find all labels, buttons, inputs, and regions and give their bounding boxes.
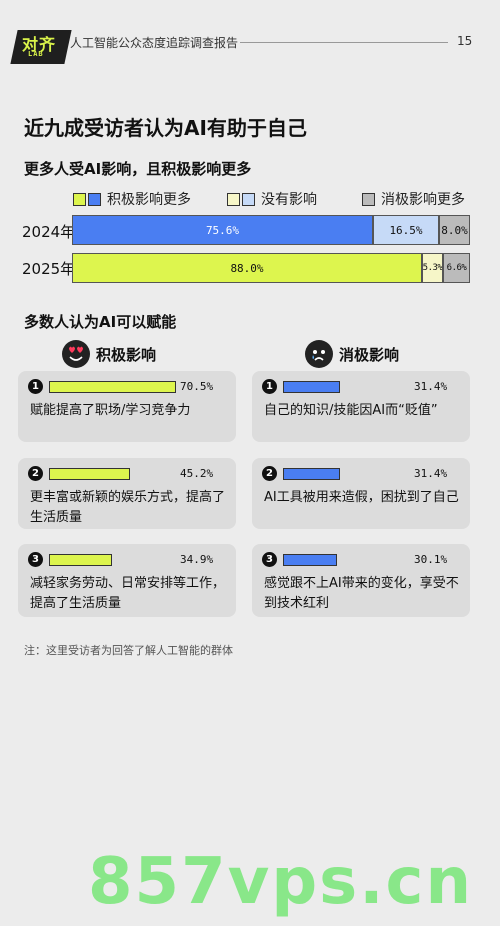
bar-segment-pos: 75.6%	[72, 215, 373, 245]
item-label: AI工具被用来造假，困扰到了自己	[264, 490, 459, 505]
legend-label: 消极影响更多	[381, 192, 465, 208]
rank-badge: 3	[28, 552, 43, 567]
header-divider	[240, 42, 448, 43]
value-label: 30.1%	[414, 553, 448, 566]
data-label: 75.6%	[205, 223, 240, 237]
category-label-2025: 2025年	[22, 260, 76, 278]
page-title: 近九成受访者认为AI有助于自己	[24, 116, 307, 140]
value-bar	[49, 554, 112, 566]
report-title: 人工智能公众态度追踪调查报告	[70, 36, 239, 50]
bar-segment-neg: 6.6%	[443, 253, 470, 283]
legend-item-negative: 消极影响更多	[362, 190, 465, 208]
negative-card-1: 1 31.4% 自己的知识/技能因AI而“贬值”	[252, 371, 470, 442]
bar-segment-none: 5.3%	[422, 253, 443, 283]
heart-eyes-emoji-icon	[62, 340, 90, 368]
bar-row-2024: 75.6% 16.5% 8.0%	[72, 215, 470, 245]
legend-label: 没有影响	[261, 192, 317, 208]
rank-badge: 1	[28, 379, 43, 394]
data-label: 16.5%	[389, 223, 423, 237]
legend-item-none: 没有影响	[227, 190, 317, 208]
data-label: 88.0%	[230, 261, 264, 275]
value-bar	[49, 468, 130, 480]
section-title: 多数人认为AI可以赋能	[24, 313, 177, 331]
logo-text: 对齐	[22, 35, 57, 54]
value-label: 31.4%	[414, 467, 448, 480]
legend-label: 积极影响更多	[107, 192, 191, 208]
bar-segment-pos: 88.0%	[72, 253, 422, 283]
value-label: 34.9%	[180, 553, 214, 566]
item-label: 更丰富或新颖的娱乐方式，提高了生活质量	[30, 490, 226, 525]
negative-column-header: 消极影响	[305, 340, 399, 368]
item-label: 感觉跟不上AI带来的变化，享受不到技术红利	[264, 576, 459, 611]
value-bar	[283, 381, 340, 393]
item-label: 赋能提高了职场/学习竞争力	[30, 403, 191, 418]
legend-swatch-pale-yellow	[227, 192, 240, 206]
data-label: 8.0%	[441, 223, 468, 237]
legend-swatch-lime	[73, 192, 86, 206]
legend-swatch-light-blue	[242, 192, 255, 206]
rank-badge: 2	[262, 466, 277, 481]
negative-card-2: 2 31.4% AI工具被用来造假，困扰到了自己	[252, 458, 470, 529]
legend-swatch-gray	[362, 192, 375, 206]
legend-swatch-blue	[88, 192, 101, 206]
positive-card-3: 3 34.9% 减轻家务劳动、日常安排等工作，提高了生活质量	[18, 544, 236, 617]
value-bar	[283, 554, 337, 566]
negative-column-label: 消极影响	[339, 345, 400, 364]
value-label: 45.2%	[180, 467, 214, 480]
rank-badge: 1	[262, 379, 277, 394]
legend-item-positive: 积极影响更多	[73, 190, 191, 208]
value-bar	[283, 468, 340, 480]
negative-card-3: 3 30.1% 感觉跟不上AI带来的变化，享受不到技术红利	[252, 544, 470, 617]
watermark: 857vps.cn	[88, 845, 474, 919]
logo-subtext: LAB	[28, 50, 44, 58]
data-label: 5.3%	[422, 263, 443, 273]
item-label: 自己的知识/技能因AI而“贬值”	[264, 403, 438, 418]
data-label: 6.6%	[446, 263, 467, 273]
chart-title: 更多人受AI影响，且积极影响更多	[24, 160, 252, 178]
bar-row-2025: 88.0% 5.3% 6.6%	[72, 253, 470, 283]
value-label: 70.5%	[180, 380, 214, 393]
rank-badge: 2	[28, 466, 43, 481]
positive-column-header: 积极影响	[62, 340, 156, 368]
page-number: 15	[457, 34, 473, 48]
category-label-2024: 2024年	[22, 223, 76, 241]
positive-card-2: 2 45.2% 更丰富或新颖的娱乐方式，提高了生活质量	[18, 458, 236, 529]
positive-card-1: 1 70.5% 赋能提高了职场/学习竞争力	[18, 371, 236, 442]
footnote: 注：这里受访者为回答了解人工智能的群体	[24, 644, 233, 657]
item-label: 减轻家务劳动、日常安排等工作，提高了生活质量	[30, 576, 226, 611]
bar-segment-none: 16.5%	[373, 215, 439, 245]
value-label: 31.4%	[414, 380, 448, 393]
crying-emoji-icon	[305, 340, 333, 368]
rank-badge: 3	[262, 552, 277, 567]
bar-segment-neg: 8.0%	[439, 215, 470, 245]
positive-column-label: 积极影响	[96, 345, 157, 364]
value-bar	[49, 381, 176, 393]
